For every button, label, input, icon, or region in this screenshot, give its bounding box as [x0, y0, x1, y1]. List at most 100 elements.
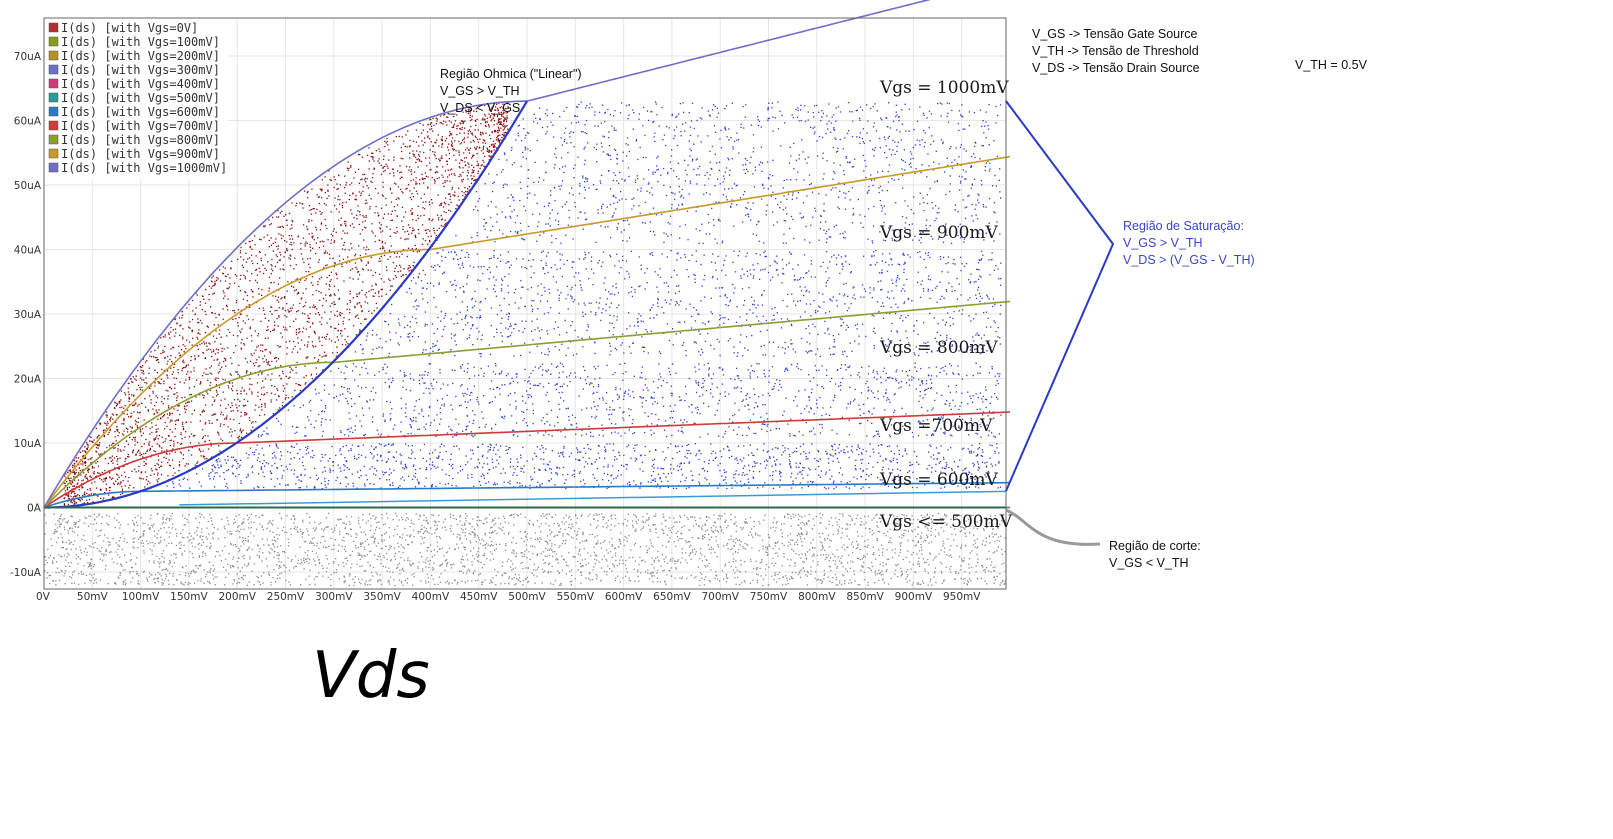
- speckle: [606, 153, 608, 155]
- speckle: [584, 379, 587, 381]
- speckle: [483, 395, 485, 397]
- speckle: [489, 446, 492, 449]
- speckle: [648, 169, 650, 171]
- speckle: [700, 453, 702, 455]
- speckle: [456, 431, 458, 434]
- speckle: [795, 179, 798, 181]
- speckle: [679, 237, 681, 239]
- speckle: [478, 317, 481, 319]
- speckle: [828, 414, 831, 416]
- speckle: [916, 120, 919, 122]
- speckle: [928, 367, 930, 369]
- speckle: [761, 162, 763, 164]
- speckle: [574, 114, 576, 117]
- speckle: [494, 484, 496, 486]
- speckle: [767, 423, 769, 426]
- speckle: [810, 183, 812, 185]
- speckle: [619, 407, 621, 409]
- speckle: [724, 316, 726, 319]
- speckle: [635, 139, 638, 141]
- speckle: [580, 101, 582, 103]
- speckle: [354, 457, 356, 459]
- speckle: [747, 369, 749, 371]
- speckle: [588, 425, 590, 428]
- speckle: [742, 105, 744, 108]
- speckle: [661, 468, 663, 470]
- speckle: [734, 458, 736, 460]
- speckle: [642, 156, 645, 159]
- speckle: [849, 365, 851, 367]
- speckle: [390, 418, 392, 420]
- speckle: [620, 474, 622, 476]
- speckle: [741, 268, 743, 270]
- speckle: [512, 196, 514, 198]
- speckle: [635, 457, 637, 459]
- speckle: [418, 428, 421, 430]
- speckle: [733, 352, 735, 354]
- speckle: [568, 209, 570, 211]
- speckle: [939, 371, 941, 374]
- speckle: [471, 236, 473, 239]
- speckle: [269, 470, 272, 472]
- speckle: [886, 189, 889, 192]
- speckle: [737, 255, 739, 257]
- speckle: [790, 418, 792, 420]
- speckle: [537, 181, 540, 183]
- speckle: [257, 436, 260, 438]
- speckle: [583, 302, 585, 304]
- speckle: [858, 343, 860, 345]
- speckle: [695, 380, 697, 382]
- speckle: [774, 463, 777, 465]
- speckle: [580, 287, 582, 289]
- speckle: [499, 388, 501, 390]
- speckle: [613, 315, 615, 317]
- speckle: [425, 349, 427, 351]
- speckle: [498, 158, 500, 161]
- speckle: [638, 256, 640, 258]
- speckle: [896, 468, 899, 470]
- speckle: [616, 394, 619, 396]
- speckle: [406, 291, 408, 293]
- speckle: [611, 125, 613, 127]
- speckle: [274, 455, 276, 457]
- speckle: [849, 403, 852, 405]
- speckle: [832, 460, 834, 462]
- speckle: [392, 380, 394, 382]
- speckle: [412, 416, 415, 419]
- speckle: [424, 370, 426, 373]
- speckle: [472, 435, 474, 438]
- speckle: [527, 193, 529, 195]
- speckle: [570, 142, 572, 144]
- speckle: [869, 287, 871, 289]
- speckle: [582, 311, 584, 313]
- speckle: [639, 146, 641, 149]
- speckle: [584, 189, 586, 191]
- speckle: [769, 475, 771, 477]
- speckle: [524, 327, 526, 330]
- speckle: [853, 400, 855, 402]
- speckle: [727, 340, 729, 342]
- speckle: [728, 393, 730, 395]
- speckle: [562, 451, 564, 453]
- speckle: [926, 434, 928, 436]
- speckle: [645, 378, 647, 380]
- speckle: [505, 449, 507, 451]
- speckle: [511, 210, 513, 213]
- speckle: [978, 232, 980, 234]
- speckle: [723, 264, 725, 266]
- speckle: [725, 105, 728, 107]
- speckle: [923, 209, 925, 212]
- speckle: [594, 477, 596, 479]
- speckle: [670, 463, 672, 466]
- speckle: [924, 393, 926, 396]
- speckle: [437, 466, 439, 468]
- speckle: [508, 261, 510, 263]
- speckle: [360, 454, 363, 457]
- speckle: [752, 134, 755, 136]
- speckle: [560, 397, 562, 399]
- speckle: [467, 461, 469, 463]
- speckle: [902, 174, 904, 177]
- speckle: [438, 283, 440, 285]
- speckle: [652, 459, 654, 461]
- speckle: [979, 372, 981, 374]
